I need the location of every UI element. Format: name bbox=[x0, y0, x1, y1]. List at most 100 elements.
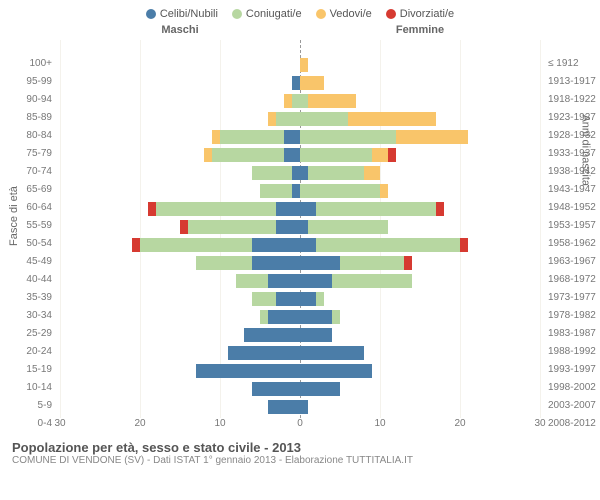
female-side bbox=[300, 310, 540, 328]
bar-segment bbox=[308, 166, 364, 180]
bar-segment bbox=[212, 148, 284, 162]
legend-swatch bbox=[386, 9, 396, 19]
bar-segment bbox=[188, 220, 276, 234]
age-label: 10-14 bbox=[0, 382, 58, 393]
male-side bbox=[60, 112, 300, 130]
x-tick: 0 bbox=[297, 418, 303, 429]
female-side bbox=[300, 256, 540, 274]
female-side bbox=[300, 94, 540, 112]
female-side bbox=[300, 148, 540, 166]
birth-label: 1968-1972 bbox=[542, 274, 600, 285]
birth-label: 2008-2012 bbox=[542, 418, 600, 429]
female-side bbox=[300, 238, 540, 256]
legend-item: Divorziati/e bbox=[386, 8, 454, 20]
female-side bbox=[300, 202, 540, 220]
bar-segment bbox=[292, 184, 300, 198]
bar-segment bbox=[276, 220, 300, 234]
birth-label: 1928-1932 bbox=[542, 130, 600, 141]
age-label: 60-64 bbox=[0, 202, 58, 213]
bar-segment bbox=[148, 202, 156, 216]
pyramid-row bbox=[60, 346, 540, 364]
male-side bbox=[60, 364, 300, 382]
legend-label: Vedovi/e bbox=[330, 8, 372, 20]
male-side bbox=[60, 166, 300, 184]
pyramid-row bbox=[60, 112, 540, 130]
age-label: 100+ bbox=[0, 58, 58, 69]
x-tick: 30 bbox=[54, 418, 65, 429]
female-side bbox=[300, 184, 540, 202]
pyramid-row bbox=[60, 328, 540, 346]
bar-segment bbox=[276, 112, 300, 126]
legend-swatch bbox=[316, 9, 326, 19]
side-headers: Maschi Femmine bbox=[0, 24, 600, 36]
bar-segment bbox=[196, 256, 252, 270]
bar-segment bbox=[252, 238, 300, 252]
birth-label: ≤ 1912 bbox=[542, 58, 600, 69]
bar-segment bbox=[252, 256, 300, 270]
bar-segment bbox=[252, 166, 292, 180]
bar-segment bbox=[228, 346, 300, 360]
bar-segment bbox=[268, 400, 300, 414]
bar-segment bbox=[196, 364, 300, 378]
age-label: 30-34 bbox=[0, 310, 58, 321]
male-side bbox=[60, 274, 300, 292]
pyramid-row bbox=[60, 94, 540, 112]
age-label: 85-89 bbox=[0, 112, 58, 123]
bar-segment bbox=[372, 148, 388, 162]
female-side bbox=[300, 76, 540, 94]
pyramid-row bbox=[60, 148, 540, 166]
chart-title: Popolazione per età, sesso e stato civil… bbox=[12, 440, 588, 455]
bar-segment bbox=[300, 256, 340, 270]
male-side bbox=[60, 238, 300, 256]
bar-segment bbox=[316, 292, 324, 306]
bar-segment bbox=[284, 148, 300, 162]
age-label: 70-74 bbox=[0, 166, 58, 177]
bar-segment bbox=[300, 364, 372, 378]
bar-segment bbox=[300, 238, 316, 252]
bar-segment bbox=[300, 112, 348, 126]
pyramid-chart bbox=[60, 40, 540, 418]
x-tick: 30 bbox=[534, 418, 545, 429]
birth-label: 1978-1982 bbox=[542, 310, 600, 321]
birth-label: 1933-1937 bbox=[542, 148, 600, 159]
bar-segment bbox=[380, 184, 388, 198]
bar-segment bbox=[316, 238, 460, 252]
bar-segment bbox=[308, 94, 356, 108]
bar-segment bbox=[140, 238, 252, 252]
bar-segment bbox=[300, 292, 316, 306]
age-label: 90-94 bbox=[0, 94, 58, 105]
male-side bbox=[60, 328, 300, 346]
female-side bbox=[300, 274, 540, 292]
x-tick: 10 bbox=[374, 418, 385, 429]
age-label: 5-9 bbox=[0, 400, 58, 411]
legend: Celibi/NubiliConiugati/eVedovi/eDivorzia… bbox=[0, 0, 600, 24]
birth-label: 1973-1977 bbox=[542, 292, 600, 303]
male-side bbox=[60, 58, 300, 76]
bar-segment bbox=[404, 256, 412, 270]
age-label: 25-29 bbox=[0, 328, 58, 339]
legend-item: Coniugati/e bbox=[232, 8, 302, 20]
birth-label: 1958-1962 bbox=[542, 238, 600, 249]
x-axis: 3020100102030 bbox=[60, 418, 540, 434]
bar-segment bbox=[300, 346, 364, 360]
age-label: 95-99 bbox=[0, 76, 58, 87]
chart-subtitle: COMUNE DI VENDONE (SV) - Dati ISTAT 1° g… bbox=[12, 455, 588, 466]
legend-swatch bbox=[146, 9, 156, 19]
bar-segment bbox=[132, 238, 140, 252]
male-side bbox=[60, 148, 300, 166]
bar-segment bbox=[292, 76, 300, 90]
bar-segment bbox=[300, 328, 332, 342]
bar-segment bbox=[348, 112, 436, 126]
bar-segment bbox=[268, 310, 300, 324]
bar-segment bbox=[204, 148, 212, 162]
bar-segment bbox=[340, 256, 404, 270]
pyramid-row bbox=[60, 256, 540, 274]
female-side bbox=[300, 364, 540, 382]
x-tick: 20 bbox=[454, 418, 465, 429]
birth-label: 1913-1917 bbox=[542, 76, 600, 87]
bar-segment bbox=[396, 130, 468, 144]
age-label: 55-59 bbox=[0, 220, 58, 231]
bar-segment bbox=[300, 148, 372, 162]
bar-segment bbox=[180, 220, 188, 234]
bar-segment bbox=[292, 166, 300, 180]
